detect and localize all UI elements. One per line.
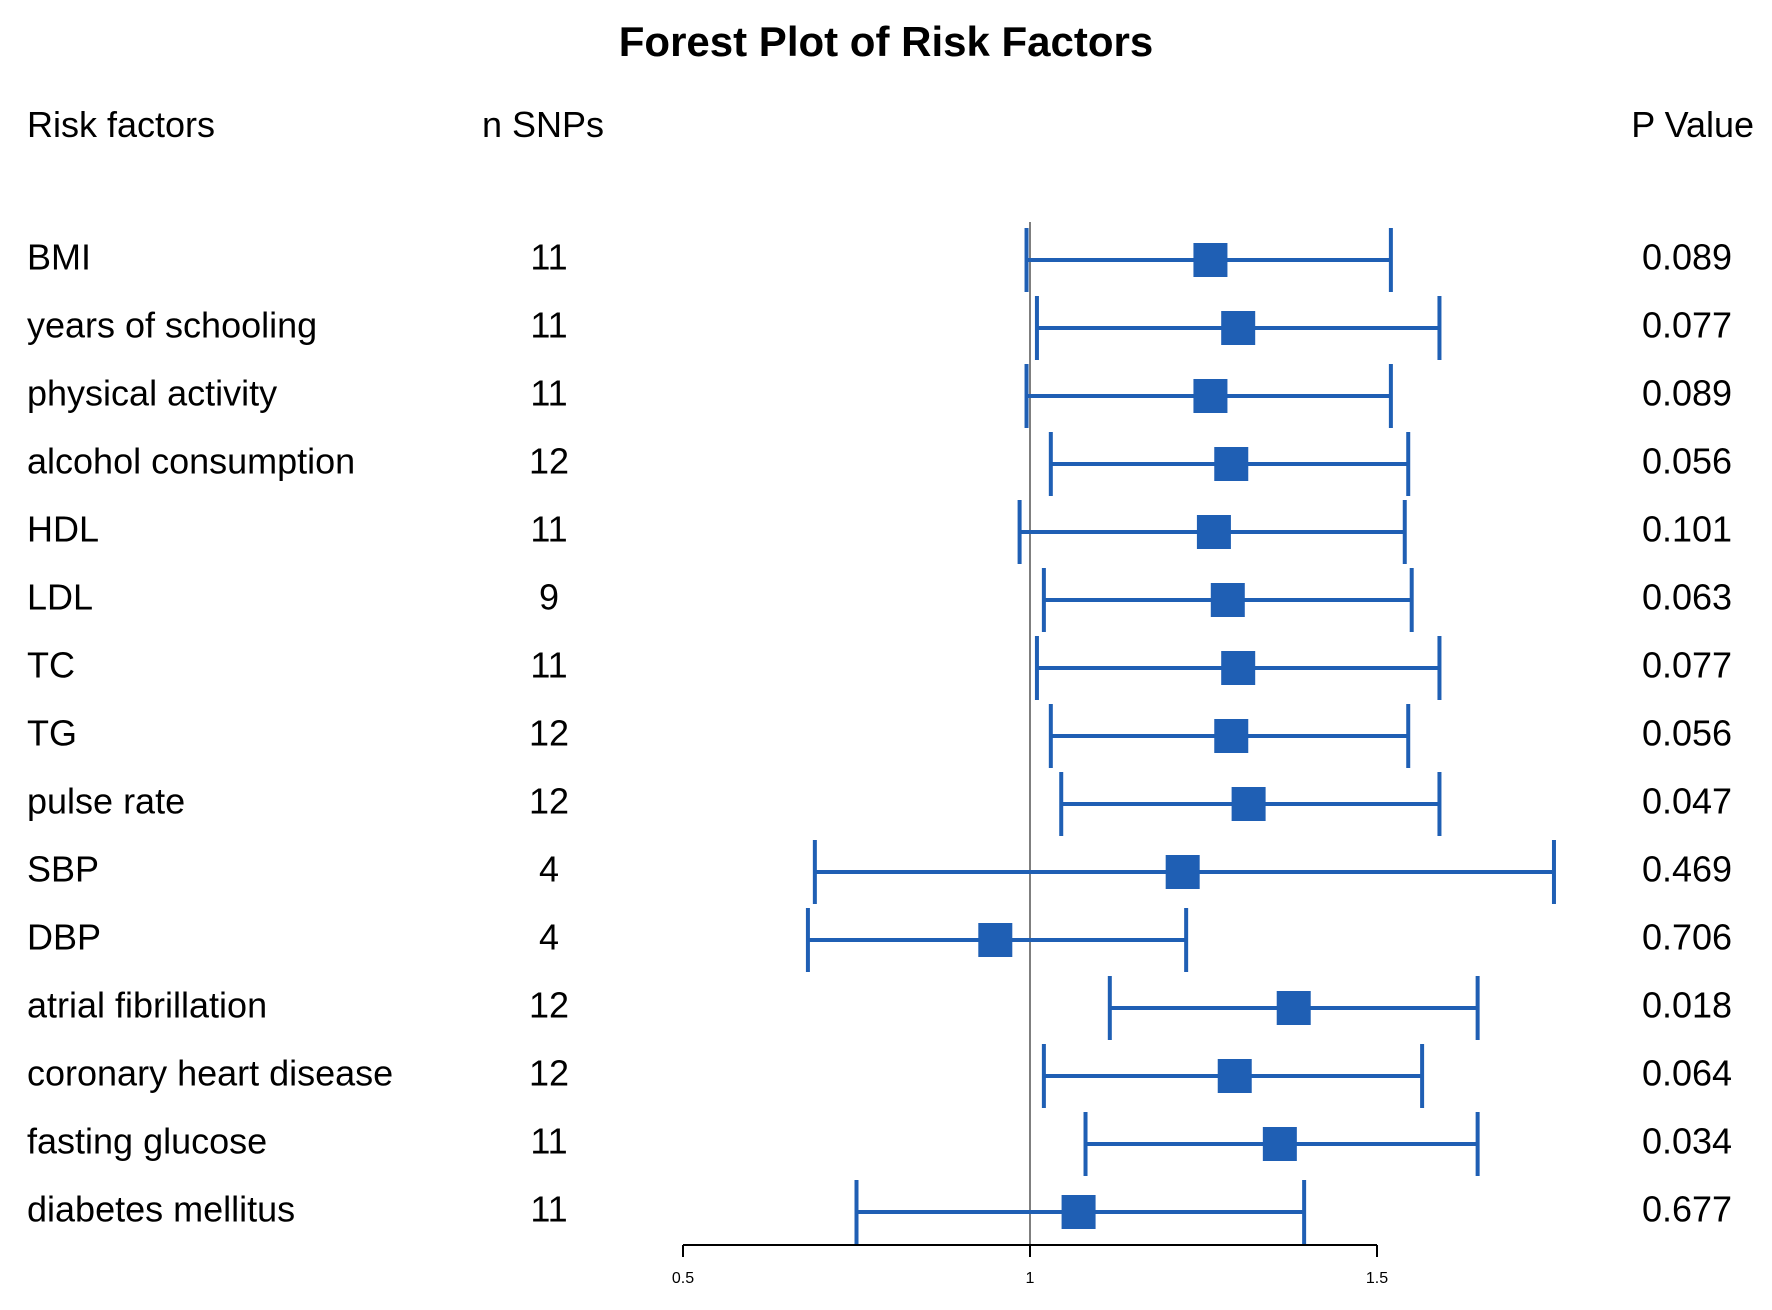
row-p-value: 0.089 [1642,373,1732,414]
estimate-box [1214,447,1249,481]
row-snps-value: 12 [529,1053,569,1094]
estimate-box [1231,787,1266,821]
estimate-box [1276,991,1311,1025]
estimate-box [978,923,1013,957]
row-p-value: 0.064 [1642,1053,1732,1094]
row-p-value: 0.077 [1642,645,1732,686]
row-p-value: 0.063 [1642,577,1732,618]
row-p-value: 0.706 [1642,917,1732,958]
row-snps-value: 12 [529,713,569,754]
row-p-value: 0.469 [1642,849,1732,890]
row-factor-label: years of schooling [27,305,317,346]
row-factor-label: fasting glucose [27,1121,267,1162]
row-snps-value: 12 [529,781,569,822]
estimate-box [1221,311,1256,345]
row-factor-label: LDL [27,577,93,618]
row-snps-value: 9 [539,577,559,618]
row-snps-value: 12 [529,441,569,482]
estimate-box [1193,379,1228,413]
estimate-box [1193,243,1228,277]
estimate-box [1165,855,1200,889]
estimate-box [1210,583,1245,617]
row-p-value: 0.047 [1642,781,1732,822]
row-p-value: 0.089 [1642,237,1732,278]
estimate-box [1262,1127,1297,1161]
p-value-header: P Value [1631,104,1754,145]
estimate-box [1061,1195,1096,1229]
row-snps-value: 11 [530,509,567,550]
row-p-value: 0.034 [1642,1121,1732,1162]
row-factor-label: TG [27,713,77,754]
x-axis-tick-label: 0.5 [672,1270,694,1287]
row-p-value: 0.077 [1642,305,1732,346]
row-factor-label: BMI [27,237,91,278]
row-snps-value: 11 [530,645,567,686]
row-snps-value: 11 [530,305,567,346]
row-p-value: 0.677 [1642,1189,1732,1230]
row-p-value: 0.018 [1642,985,1732,1026]
row-factor-label: diabetes mellitus [27,1189,295,1230]
estimate-box [1217,1059,1252,1093]
row-factor-label: alcohol consumption [27,441,355,482]
row-factor-label: DBP [27,917,101,958]
row-snps-value: 12 [529,985,569,1026]
row-snps-value: 11 [530,1121,567,1162]
x-axis-tick-label: 1 [1026,1270,1035,1287]
n-snps-header: n SNPs [482,104,605,145]
row-factor-label: pulse rate [27,781,185,822]
row-p-value: 0.056 [1642,713,1732,754]
row-p-value: 0.101 [1642,509,1732,550]
estimate-box [1214,719,1249,753]
row-factor-label: SBP [27,849,99,890]
x-axis-tick-label: 1.5 [1366,1270,1388,1287]
estimate-box [1196,515,1231,549]
row-factor-label: atrial fibrillation [27,985,267,1026]
estimate-box [1221,651,1256,685]
row-snps-value: 11 [530,237,567,278]
row-factor-label: physical activity [27,373,277,414]
row-p-value: 0.056 [1642,441,1732,482]
row-snps-value: 4 [539,849,559,890]
risk-factors-header: Risk factors [27,104,216,145]
row-snps-value: 11 [530,1189,567,1230]
row-factor-label: TC [27,645,75,686]
row-snps-value: 4 [539,917,559,958]
row-factor-label: coronary heart disease [27,1053,393,1094]
row-snps-value: 11 [530,373,567,414]
chart-title: Forest Plot of Risk Factors [618,18,1154,65]
row-factor-label: HDL [27,509,99,550]
